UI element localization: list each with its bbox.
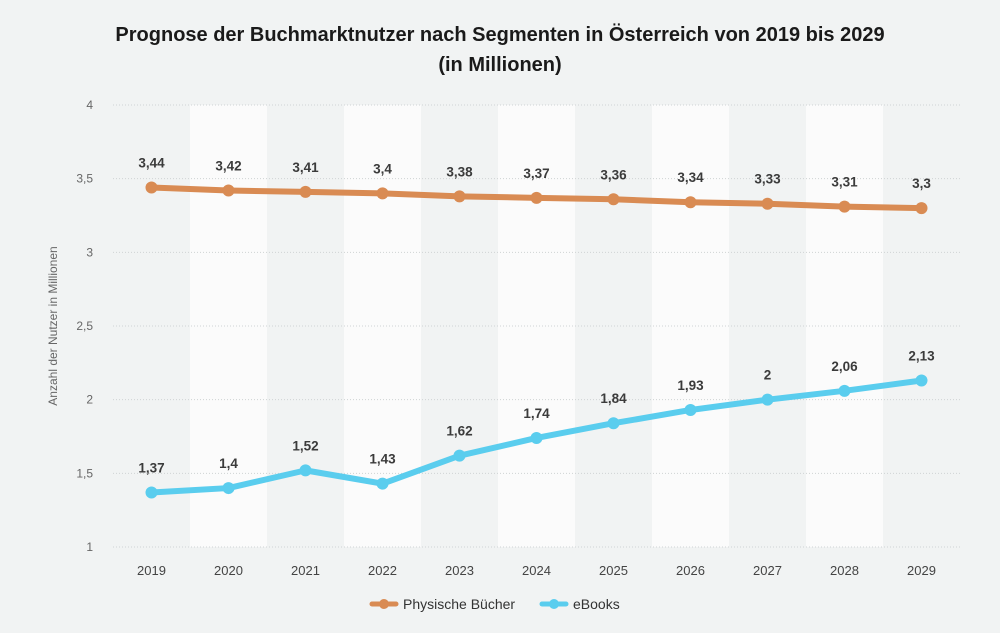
data-point	[145, 181, 158, 194]
y-tick-label: 2,5	[76, 319, 93, 333]
data-point	[145, 486, 158, 499]
x-tick-label: 2026	[676, 563, 705, 578]
data-point	[222, 184, 235, 197]
y-tick-label: 1,5	[76, 466, 93, 480]
data-point	[376, 187, 389, 200]
legend-swatch-marker	[379, 599, 389, 609]
data-label: 1,43	[369, 452, 396, 467]
data-label: 3,33	[754, 172, 781, 187]
x-tick-label: 2025	[599, 563, 628, 578]
data-point	[222, 482, 235, 495]
column-band	[806, 105, 883, 547]
y-tick-label: 3	[86, 245, 93, 259]
x-tick-label: 2028	[830, 563, 859, 578]
data-point	[761, 393, 774, 406]
data-point	[453, 449, 466, 462]
data-label: 1,84	[600, 391, 627, 406]
data-point	[530, 191, 543, 204]
data-label: 1,74	[523, 406, 550, 421]
y-tick-label: 1	[86, 540, 93, 554]
data-label: 3,3	[912, 176, 931, 191]
data-label: 3,31	[831, 175, 858, 190]
data-label: 3,36	[600, 167, 627, 182]
x-tick-label: 2020	[214, 563, 243, 578]
data-point	[453, 190, 466, 203]
y-tick-label: 4	[86, 98, 93, 112]
y-tick-label: 2	[86, 393, 93, 407]
y-axis-label: Anzahl der Nutzer in Millionen	[46, 246, 60, 405]
data-label: 3,37	[523, 166, 549, 181]
x-tick-label: 2024	[522, 563, 551, 578]
data-label: 1,37	[138, 460, 164, 475]
data-point	[838, 200, 851, 213]
x-tick-label: 2029	[907, 563, 936, 578]
chart-title-block: Prognose der Buchmarktnutzer nach Segmen…	[0, 20, 1000, 80]
data-point	[299, 185, 312, 198]
data-label: 1,62	[446, 424, 472, 439]
data-point	[761, 197, 774, 210]
x-tick-label: 2023	[445, 563, 474, 578]
legend-label: eBooks	[573, 596, 620, 612]
x-tick-label: 2019	[137, 563, 166, 578]
data-label: 3,4	[373, 161, 392, 176]
data-label: 1,52	[292, 438, 318, 453]
data-point	[838, 384, 851, 397]
legend-swatch-marker	[549, 599, 559, 609]
chart-subtitle: (in Millionen)	[438, 54, 562, 76]
x-tick-label: 2022	[368, 563, 397, 578]
data-point	[299, 464, 312, 477]
data-point	[376, 477, 389, 490]
data-label: 1,4	[219, 456, 238, 471]
data-point	[607, 417, 620, 430]
data-label: 2	[764, 368, 772, 383]
data-label: 3,44	[138, 156, 165, 171]
data-label: 1,93	[677, 378, 704, 393]
data-point	[684, 196, 697, 209]
x-tick-label: 2027	[753, 563, 782, 578]
y-tick-label: 3,5	[76, 172, 93, 186]
legend-label: Physische Bücher	[403, 596, 515, 612]
x-tick-label: 2021	[291, 563, 320, 578]
data-point	[684, 403, 697, 416]
data-point	[530, 431, 543, 444]
chart-title: Prognose der Buchmarktnutzer nach Segmen…	[115, 24, 885, 46]
data-label: 3,42	[215, 158, 241, 173]
data-point	[915, 374, 928, 387]
data-label: 3,38	[446, 164, 473, 179]
data-point	[607, 193, 620, 206]
data-point	[915, 202, 928, 215]
data-label: 2,06	[831, 359, 858, 374]
data-label: 3,41	[292, 160, 319, 175]
data-label: 3,34	[677, 170, 704, 185]
data-label: 2,13	[908, 349, 935, 364]
